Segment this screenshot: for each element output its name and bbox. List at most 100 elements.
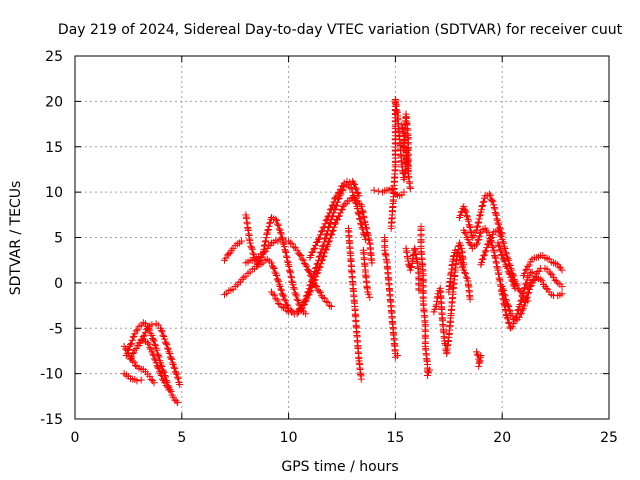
series-arc-f [221,237,246,264]
data-point [521,299,529,307]
data-point [478,203,486,211]
data-point [149,350,157,358]
data-point [480,252,488,260]
data-point [228,246,236,254]
data-point [306,288,314,296]
data-point [305,267,313,275]
data-point [174,375,182,383]
data-point [502,263,510,271]
data-point [496,231,504,239]
data-point [132,327,140,335]
series-arc-s [402,244,423,294]
data-point [517,288,525,296]
data-point [280,295,288,303]
data-point [248,245,256,253]
series-arc-d [135,320,184,389]
data-point [286,239,294,247]
data-point [325,212,333,220]
data-point [476,212,484,220]
data-point [310,277,318,285]
data-point [324,241,332,249]
data-point [127,341,135,349]
x-tick-label: 10 [280,430,298,446]
data-point [264,225,272,233]
data-point [525,261,533,269]
data-point [481,248,489,256]
data-point [331,220,339,228]
data-point [355,209,363,217]
series-arc-m [344,224,365,383]
data-point [457,257,465,265]
series-arc-t [417,223,434,379]
data-point [273,220,281,228]
data-point [290,285,298,293]
data-point [311,276,319,284]
data-point [502,248,510,256]
data-point [366,293,374,301]
data-point [524,273,532,281]
data-point [467,227,475,235]
data-point [458,262,466,270]
data-point [505,306,513,314]
data-point [151,340,159,348]
data-point [406,184,414,192]
data-point [149,336,157,344]
y-tick-label: 20 [45,94,63,110]
data-point [132,345,140,353]
data-point [507,324,515,332]
data-point [269,290,277,298]
data-point [266,219,274,227]
data-point [131,330,139,338]
data-point [162,382,170,390]
data-point [335,188,343,196]
data-point [353,189,361,197]
data-point [456,211,464,219]
data-point [474,222,482,230]
data-point [357,219,365,227]
data-point [132,361,140,369]
data-point [313,283,321,291]
y-tick-label: -5 [49,321,63,337]
data-point [164,383,172,391]
data-point [493,215,501,223]
data-point [340,179,348,187]
data-point [473,223,481,231]
data-point [298,304,306,312]
data-point [516,301,524,309]
data-point [293,310,301,318]
data-point [147,375,155,383]
data-point [319,253,327,261]
data-point [346,178,354,186]
data-point [281,297,289,305]
data-point [301,298,309,306]
data-point [332,219,340,227]
data-point [515,313,523,321]
data-point [290,243,298,251]
data-point [312,264,320,272]
data-point [355,192,363,200]
data-point [400,188,408,196]
data-point [352,185,360,193]
data-point [482,247,490,255]
data-point [163,341,171,349]
data-point [504,301,512,309]
data-point [317,228,325,236]
series-arc-v [445,246,474,303]
data-point [522,266,530,274]
data-point [324,213,332,221]
data-point [407,263,415,271]
data-point [321,220,329,228]
data-point [307,287,315,295]
data-point [500,286,508,294]
data-point [356,214,364,222]
data-point [500,290,508,298]
data-point [365,235,373,243]
y-tick-label: 5 [54,231,63,247]
data-point [156,370,164,378]
data-point [273,296,281,304]
data-point [283,253,291,261]
data-point [328,227,336,235]
data-point [498,252,506,260]
data-point [129,350,137,358]
